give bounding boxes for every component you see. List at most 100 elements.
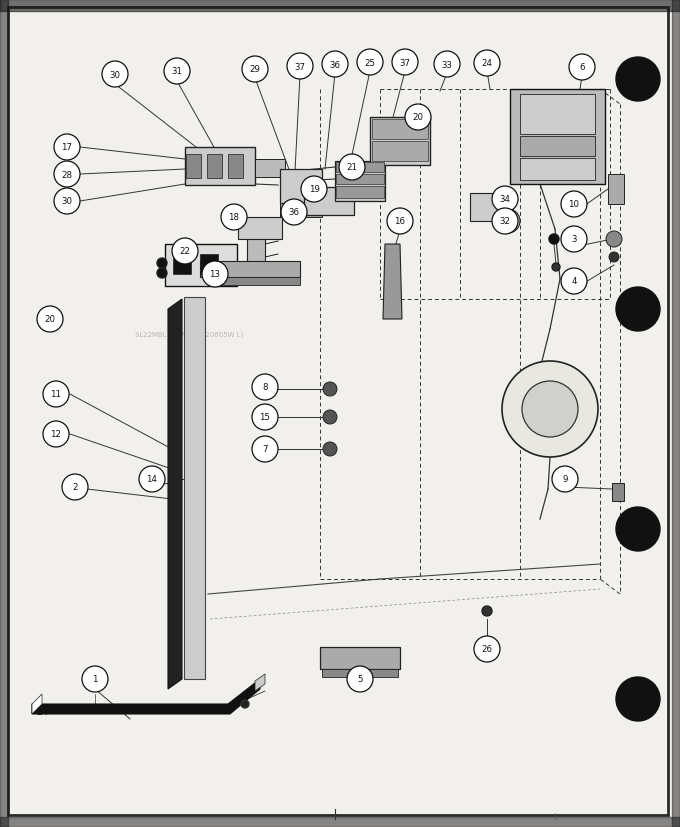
Circle shape bbox=[616, 58, 660, 102]
Circle shape bbox=[281, 200, 307, 226]
Text: 30: 30 bbox=[61, 198, 73, 206]
Circle shape bbox=[242, 57, 268, 83]
Bar bbox=[335, 162, 385, 202]
Bar bbox=[336, 174, 384, 184]
Bar bbox=[370, 118, 430, 165]
Bar bbox=[372, 141, 428, 162]
Circle shape bbox=[482, 606, 492, 616]
Text: 9: 9 bbox=[562, 475, 568, 484]
Text: 20: 20 bbox=[413, 113, 424, 122]
Circle shape bbox=[37, 307, 63, 332]
Circle shape bbox=[287, 54, 313, 80]
Text: 14: 14 bbox=[146, 475, 158, 484]
Bar bbox=[200, 255, 218, 275]
Text: 30: 30 bbox=[109, 70, 120, 79]
Bar bbox=[247, 237, 265, 265]
Polygon shape bbox=[184, 298, 205, 679]
Bar bbox=[336, 187, 384, 198]
Text: 3: 3 bbox=[571, 235, 577, 244]
Circle shape bbox=[392, 50, 418, 76]
Circle shape bbox=[552, 264, 560, 272]
Text: 13: 13 bbox=[209, 270, 220, 280]
Bar bbox=[280, 170, 322, 203]
Text: 12: 12 bbox=[50, 430, 61, 439]
Text: 24: 24 bbox=[481, 60, 492, 69]
Bar bbox=[186, 155, 201, 179]
Circle shape bbox=[157, 259, 167, 269]
Circle shape bbox=[339, 155, 365, 181]
Bar bbox=[608, 174, 624, 205]
Circle shape bbox=[221, 205, 247, 231]
Circle shape bbox=[492, 208, 518, 235]
Bar bbox=[470, 194, 510, 222]
Circle shape bbox=[405, 105, 431, 131]
Circle shape bbox=[561, 269, 587, 294]
Bar bbox=[185, 148, 255, 186]
Circle shape bbox=[609, 253, 619, 263]
Polygon shape bbox=[168, 299, 182, 689]
Text: 26: 26 bbox=[481, 645, 492, 653]
Text: 37: 37 bbox=[400, 59, 411, 68]
Circle shape bbox=[43, 422, 69, 447]
Text: 19: 19 bbox=[309, 185, 320, 194]
Text: 36: 36 bbox=[288, 208, 299, 218]
Circle shape bbox=[323, 383, 337, 396]
Bar bbox=[320, 648, 400, 669]
Circle shape bbox=[252, 437, 278, 462]
Bar bbox=[520, 136, 595, 157]
Bar bbox=[228, 155, 243, 179]
Text: 36: 36 bbox=[330, 60, 341, 69]
Text: 22: 22 bbox=[180, 247, 190, 256]
Circle shape bbox=[323, 410, 337, 424]
Circle shape bbox=[82, 667, 108, 692]
Text: 7: 7 bbox=[262, 445, 268, 454]
Circle shape bbox=[357, 50, 383, 76]
Text: 4: 4 bbox=[571, 277, 577, 286]
Text: 28: 28 bbox=[61, 170, 73, 179]
Bar bbox=[372, 120, 428, 140]
Text: 25: 25 bbox=[364, 59, 375, 68]
Circle shape bbox=[474, 51, 500, 77]
Text: 1: 1 bbox=[92, 675, 98, 684]
Bar bbox=[165, 245, 237, 287]
Circle shape bbox=[434, 52, 460, 78]
Circle shape bbox=[496, 210, 520, 234]
Circle shape bbox=[54, 135, 80, 160]
Circle shape bbox=[606, 232, 622, 248]
Circle shape bbox=[549, 235, 559, 245]
Circle shape bbox=[62, 475, 88, 500]
Bar bbox=[336, 163, 384, 173]
Circle shape bbox=[252, 375, 278, 400]
Text: SL22MBL (BOM: P1120605W L): SL22MBL (BOM: P1120605W L) bbox=[135, 332, 243, 338]
Circle shape bbox=[172, 239, 198, 265]
Bar bbox=[255, 160, 285, 178]
Text: 31: 31 bbox=[171, 68, 182, 76]
Text: 16: 16 bbox=[394, 218, 405, 227]
Circle shape bbox=[616, 508, 660, 552]
Text: 17: 17 bbox=[61, 143, 73, 152]
Circle shape bbox=[569, 55, 595, 81]
Circle shape bbox=[347, 667, 373, 692]
Text: 33: 33 bbox=[441, 60, 452, 69]
Bar bbox=[520, 95, 595, 135]
Text: 21: 21 bbox=[347, 163, 358, 172]
Text: 5: 5 bbox=[357, 675, 362, 684]
Text: 10: 10 bbox=[568, 200, 579, 209]
Circle shape bbox=[323, 442, 337, 457]
Circle shape bbox=[54, 189, 80, 215]
Bar bbox=[304, 188, 354, 216]
Circle shape bbox=[616, 288, 660, 332]
Polygon shape bbox=[255, 674, 265, 691]
Text: 29: 29 bbox=[250, 65, 260, 74]
Text: 6: 6 bbox=[579, 64, 585, 73]
Text: 8: 8 bbox=[262, 383, 268, 392]
Text: 15: 15 bbox=[260, 413, 271, 422]
Circle shape bbox=[474, 636, 500, 662]
Text: 18: 18 bbox=[228, 213, 239, 222]
Text: 37: 37 bbox=[294, 62, 305, 71]
Circle shape bbox=[241, 700, 249, 708]
Bar bbox=[200, 261, 300, 278]
Circle shape bbox=[102, 62, 128, 88]
Text: 34: 34 bbox=[500, 195, 511, 204]
Circle shape bbox=[139, 466, 165, 492]
